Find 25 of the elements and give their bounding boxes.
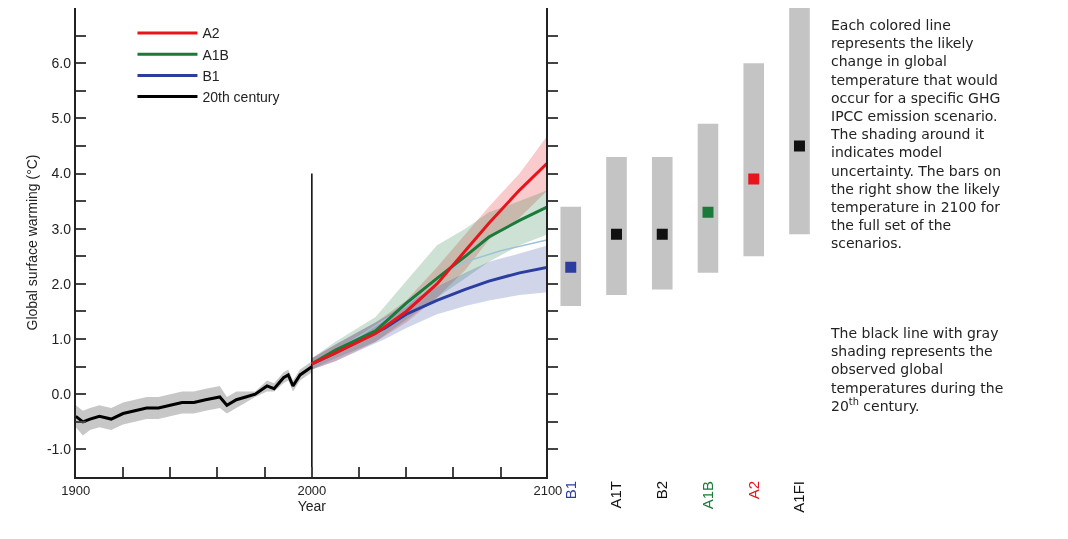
x-tick-label: 2100 bbox=[533, 482, 563, 498]
y-tick-label: 0.0 bbox=[51, 386, 72, 403]
legend-label: A1B bbox=[202, 46, 229, 63]
x-tick-label: A1B bbox=[698, 481, 716, 510]
legend-label: A2 bbox=[202, 25, 220, 42]
y-tick-label: 2.0 bbox=[51, 275, 72, 292]
legend-label: 20th century bbox=[202, 89, 280, 106]
x-tick-label: B1 bbox=[561, 481, 579, 500]
x-tick-label: B2 bbox=[653, 481, 671, 500]
x-tick-label: A2 bbox=[744, 481, 762, 500]
x-tick-label: A1FI bbox=[790, 481, 808, 513]
y-axis-title: Global surface warming (°C) bbox=[24, 154, 40, 331]
x-tick-label: 2000 bbox=[297, 482, 327, 498]
legend-label: B1 bbox=[202, 67, 220, 84]
y-tick-label: 5.0 bbox=[51, 110, 72, 127]
y-tick-label: -1.0 bbox=[46, 441, 72, 458]
y-tick-label: 4.0 bbox=[51, 165, 72, 182]
y-tick-label: 3.0 bbox=[51, 220, 72, 237]
x-tick-label: A1T bbox=[607, 481, 625, 509]
text: Each colored line represents the likely change in global temperature that would occur for a specific GHG IPCC emission scenario. The shading around it indicates model uncertainty. The bars on the right show the likely temperature in 2100 for the full set of the scenarios. bbox=[831, 17, 1002, 252]
text: The black line with gray shading represents the observed global temperatures during the 20$^{th}$ century. bbox=[830, 325, 1004, 414]
x-axis-title: Year bbox=[297, 497, 327, 514]
y-tick-label: 6.0 bbox=[51, 55, 72, 72]
x-tick-label: 1900 bbox=[61, 482, 91, 498]
y-tick-label: 1.0 bbox=[51, 330, 72, 347]
